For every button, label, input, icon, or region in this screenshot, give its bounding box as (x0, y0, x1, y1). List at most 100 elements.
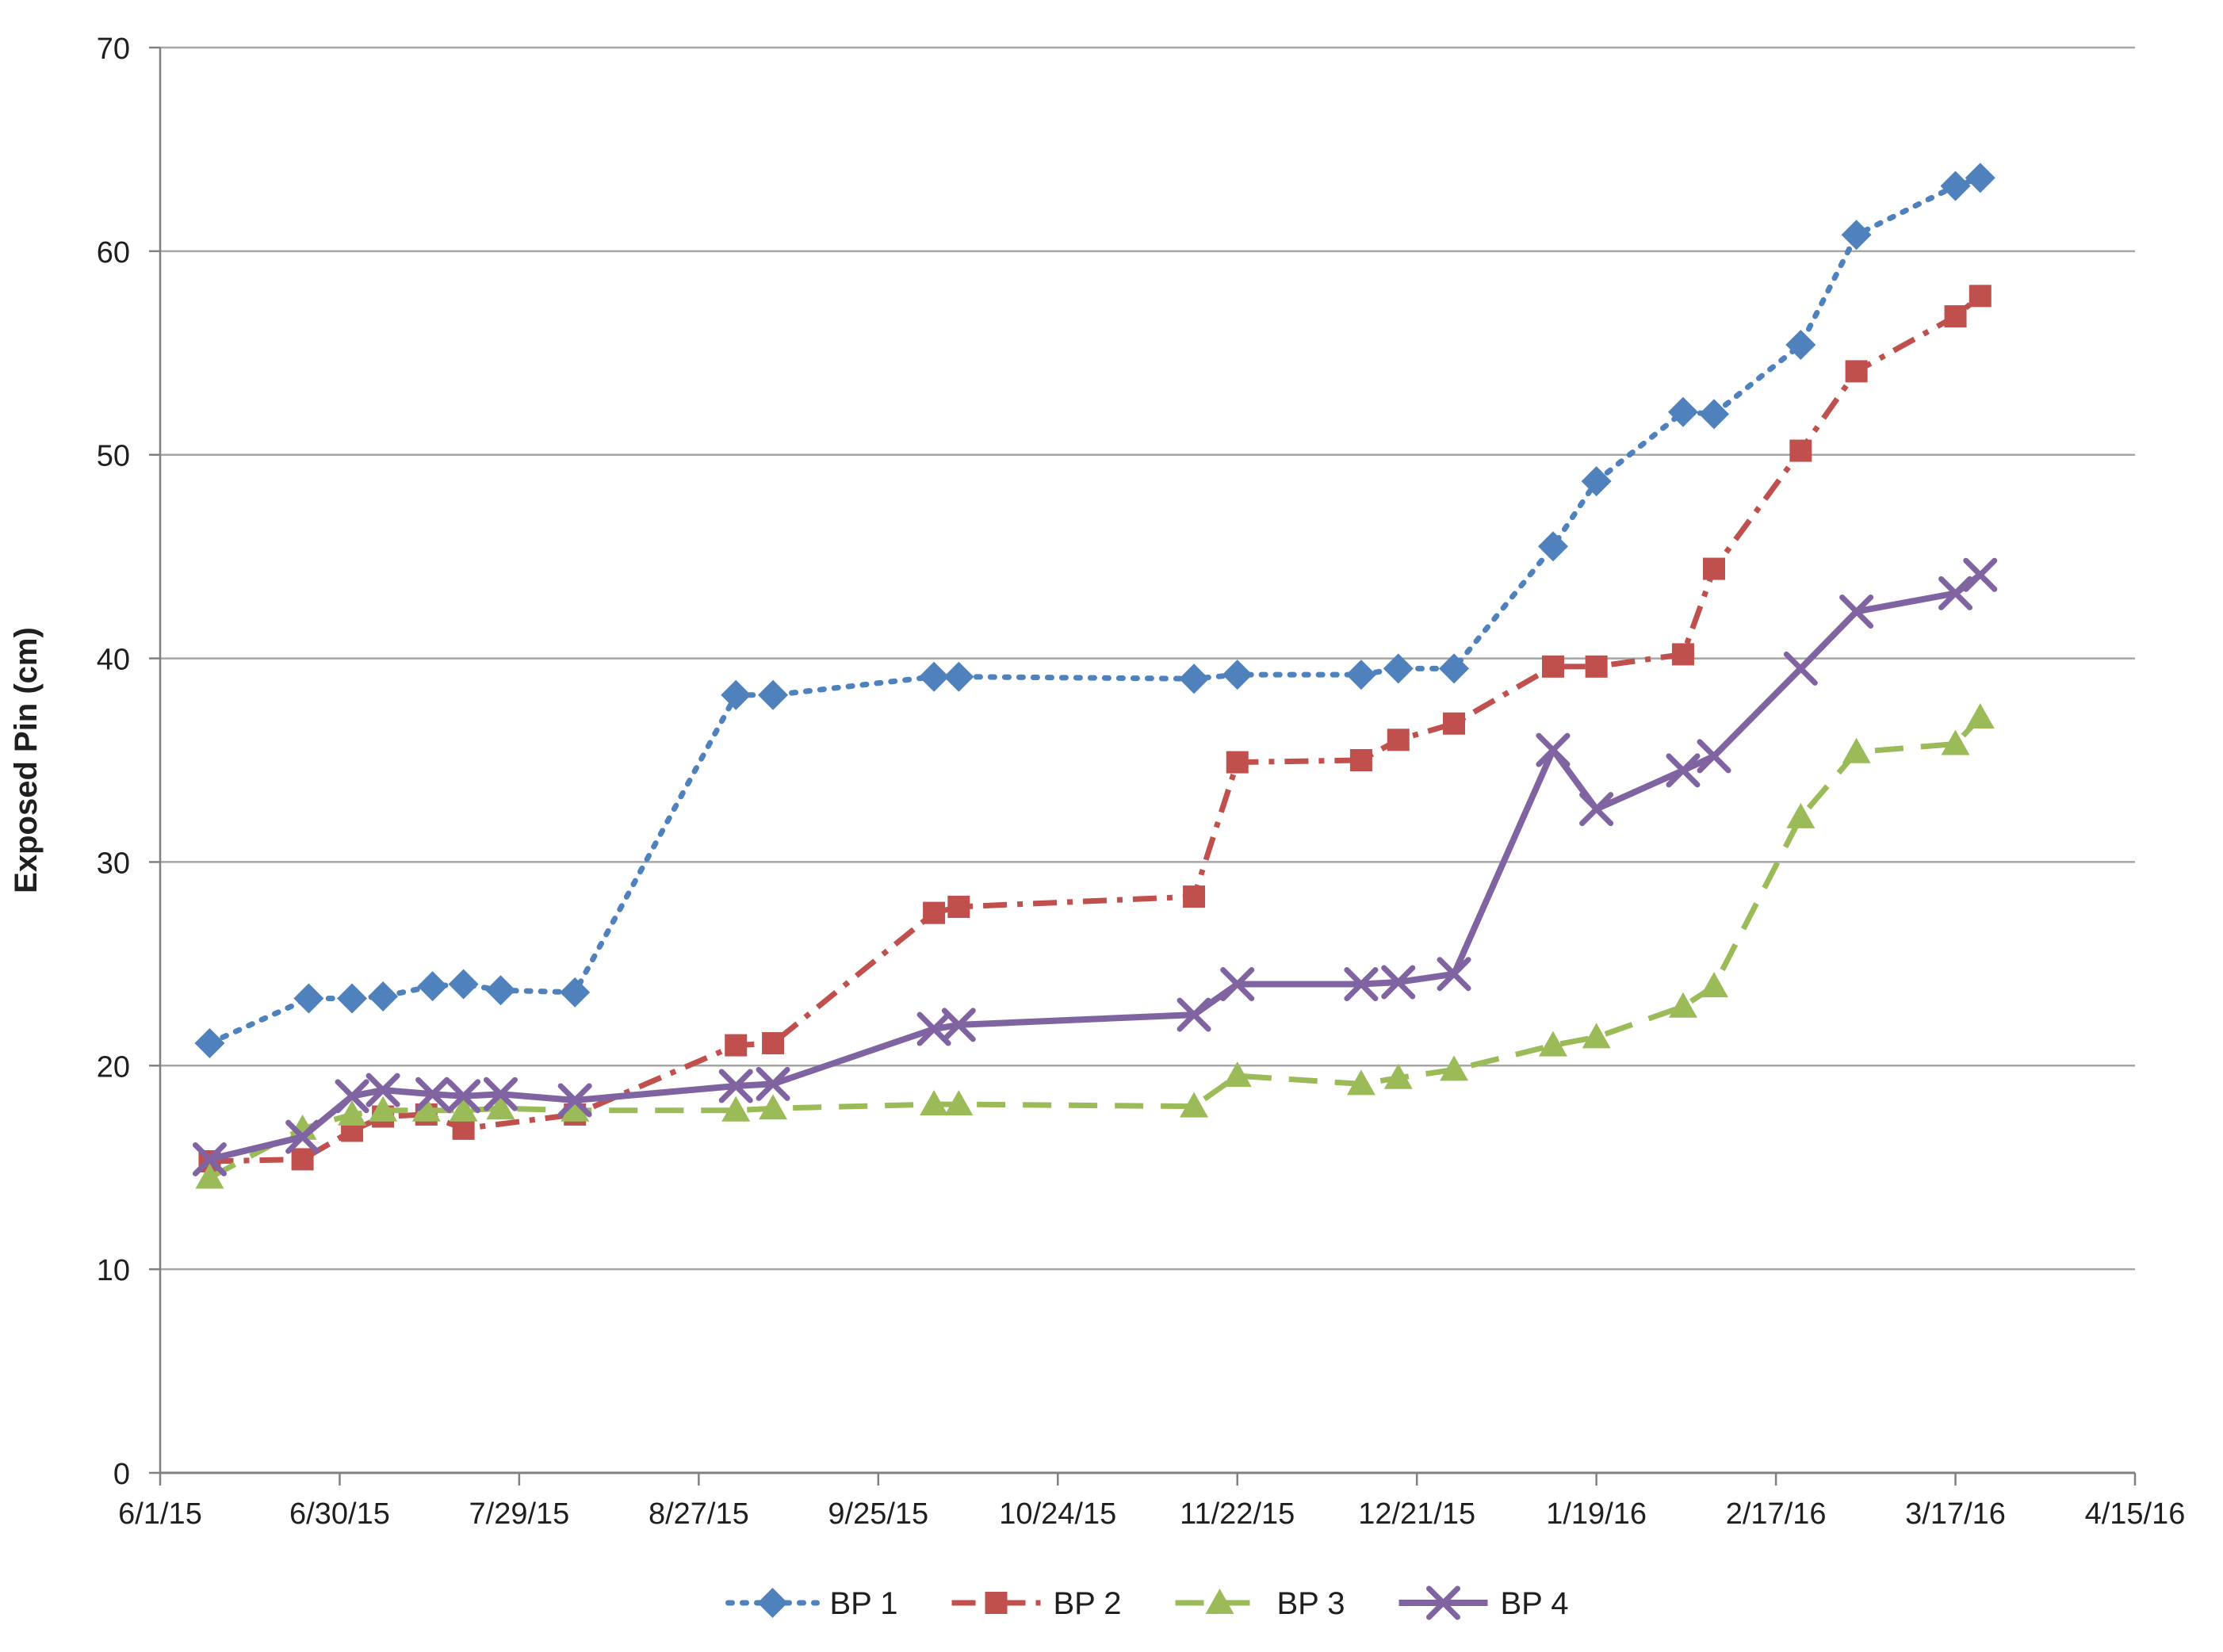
y-tick-label-50: 50 (97, 440, 130, 473)
y-axis-title: Exposed Pin (cm) (9, 627, 44, 893)
marker-bp-1 (417, 971, 448, 1002)
y-tick-label-40: 40 (97, 644, 130, 677)
marker-bp-2 (1585, 655, 1608, 678)
marker-bp-3 (1700, 972, 1729, 998)
x-tick-label-4/15/16: 4/15/16 (2085, 1497, 2186, 1531)
marker-bp-2 (1671, 643, 1694, 666)
marker-bp-1 (560, 977, 591, 1008)
marker-bp-1 (1179, 663, 1210, 694)
marker-bp-2 (1845, 360, 1868, 383)
marker-bp-2 (1541, 655, 1564, 678)
marker-bp-1 (368, 981, 399, 1011)
marker-bp-3 (721, 1096, 751, 1122)
marker-bp-4 (415, 1076, 450, 1111)
marker-bp-3 (944, 1090, 974, 1116)
marker-bp-3 (338, 1099, 367, 1126)
y-tick-label-30: 30 (97, 847, 130, 880)
legend-label-bp-4: BP 4 (1501, 1586, 1569, 1621)
marker-bp-4 (1437, 957, 1471, 992)
marker-bp-3 (1346, 1069, 1376, 1096)
x-tick-label-12/21/15: 12/21/15 (1358, 1497, 1475, 1531)
marker-bp-2 (1703, 557, 1726, 580)
marker-bp-2 (1183, 885, 1206, 908)
x-tick-label-7/29/15: 7/29/15 (469, 1497, 570, 1531)
y-tick-label-20: 20 (97, 1050, 130, 1084)
marker-bp-1 (1537, 531, 1568, 562)
marker-bp-3 (1538, 1031, 1567, 1057)
y-tick-label-10: 10 (97, 1254, 130, 1287)
legend-label-bp-1: BP 1 (830, 1586, 898, 1621)
marker-bp-3 (1383, 1063, 1413, 1089)
marker-bp-1 (337, 983, 368, 1014)
marker-bp-4 (365, 1073, 400, 1107)
legend-marker-bp-1 (757, 1588, 788, 1618)
marker-bp-4 (1536, 732, 1571, 767)
marker-bp-4 (1666, 753, 1701, 788)
marker-bp-3 (411, 1096, 441, 1122)
marker-bp-3 (920, 1090, 949, 1116)
marker-bp-1 (1222, 660, 1253, 690)
marker-bp-2 (1226, 751, 1249, 774)
marker-bp-4 (941, 1008, 976, 1042)
marker-bp-3 (1582, 1023, 1611, 1049)
marker-bp-3 (1440, 1055, 1469, 1081)
marker-bp-1 (1965, 163, 1995, 193)
marker-bp-3 (1941, 729, 1970, 755)
marker-bp-4 (1963, 557, 1998, 592)
marker-bp-4 (1839, 594, 1874, 629)
marker-bp-1 (919, 661, 950, 692)
x-tick-label-6/1/15: 6/1/15 (118, 1497, 202, 1531)
marker-bp-1 (485, 975, 516, 1006)
x-tick-label-10/24/15: 10/24/15 (999, 1497, 1116, 1531)
x-tick-label-3/17/16: 3/17/16 (1905, 1497, 2006, 1531)
marker-bp-2 (762, 1032, 785, 1055)
marker-bp-4 (285, 1119, 320, 1154)
marker-bp-1 (194, 1028, 225, 1059)
marker-bp-4 (1938, 576, 1973, 610)
y-tick-label-0: 0 (113, 1458, 130, 1491)
marker-bp-3 (561, 1096, 590, 1122)
x-tick-label-6/30/15: 6/30/15 (289, 1497, 390, 1531)
x-tick-label-1/19/16: 1/19/16 (1546, 1497, 1647, 1531)
legend-label-bp-3: BP 3 (1277, 1586, 1345, 1621)
marker-bp-1 (1667, 396, 1698, 427)
marker-bp-3 (1668, 992, 1697, 1018)
marker-bp-4 (718, 1069, 753, 1103)
marker-bp-3 (195, 1163, 224, 1189)
marker-bp-1 (1699, 399, 1730, 430)
x-tick-label-11/22/15: 11/22/15 (1180, 1497, 1295, 1531)
marker-bp-1 (1581, 466, 1612, 497)
marker-bp-3 (1180, 1092, 1209, 1118)
marker-bp-4 (1697, 739, 1731, 774)
marker-bp-2 (1443, 712, 1466, 735)
marker-bp-4 (1783, 651, 1818, 686)
marker-bp-2 (1349, 749, 1372, 771)
legend-marker-bp-2 (985, 1592, 1008, 1614)
marker-bp-3 (759, 1094, 788, 1120)
marker-bp-4 (557, 1083, 592, 1118)
marker-bp-1 (448, 969, 479, 1000)
marker-bp-2 (1944, 305, 1967, 328)
marker-bp-1 (1345, 660, 1376, 690)
marker-bp-3 (1222, 1061, 1252, 1088)
marker-bp-4 (1579, 792, 1614, 827)
marker-bp-4 (1220, 967, 1255, 1002)
marker-bp-2 (947, 895, 970, 918)
marker-bp-4 (446, 1079, 481, 1114)
marker-bp-3 (1786, 802, 1816, 828)
marker-bp-2 (1789, 439, 1812, 462)
y-tick-label-70: 70 (97, 33, 130, 66)
marker-bp-3 (449, 1096, 478, 1122)
marker-bp-4 (483, 1076, 518, 1111)
marker-bp-2 (725, 1034, 748, 1057)
marker-bp-1 (293, 983, 324, 1014)
marker-bp-1 (1383, 653, 1414, 684)
marker-bp-2 (291, 1148, 314, 1171)
y-tick-label-60: 60 (97, 236, 130, 270)
marker-bp-1 (758, 679, 789, 710)
marker-bp-1 (721, 679, 752, 710)
series-line-bp-4 (209, 572, 1983, 1163)
legend-marker-bp-3 (1205, 1589, 1234, 1614)
